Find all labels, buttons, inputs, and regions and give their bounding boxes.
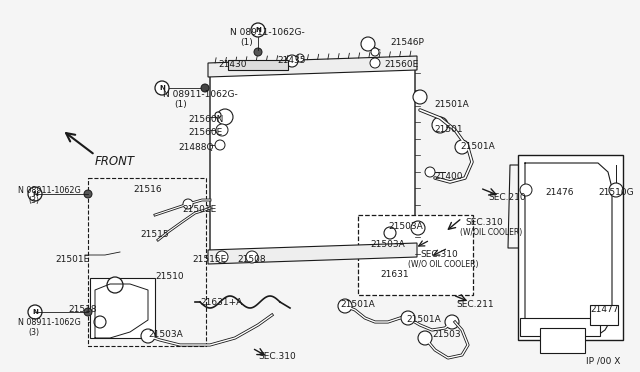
Text: 21516: 21516 [133, 185, 162, 194]
Circle shape [155, 81, 169, 95]
Circle shape [370, 58, 380, 68]
Text: N 08911-1062G: N 08911-1062G [18, 318, 81, 327]
Circle shape [94, 316, 106, 328]
Text: 21501E: 21501E [182, 205, 216, 214]
Text: 21631: 21631 [380, 270, 408, 279]
Text: IP /00 X: IP /00 X [586, 356, 620, 365]
Circle shape [28, 187, 42, 201]
Text: 21515E: 21515E [192, 255, 227, 264]
Text: (W/OIL COOLER): (W/OIL COOLER) [460, 228, 522, 237]
Text: (3): (3) [28, 328, 39, 337]
Bar [590, 305, 618, 325]
Circle shape [296, 54, 304, 62]
Text: 21501: 21501 [434, 125, 463, 134]
Circle shape [432, 117, 448, 133]
Circle shape [216, 251, 228, 263]
Circle shape [371, 48, 379, 56]
Circle shape [425, 167, 435, 177]
Bar [90, 278, 155, 338]
Circle shape [201, 84, 209, 92]
Text: N: N [32, 191, 38, 197]
Polygon shape [208, 56, 417, 77]
Circle shape [520, 184, 532, 196]
Text: 21515: 21515 [140, 230, 168, 239]
Text: SEC.211: SEC.211 [456, 300, 493, 309]
Circle shape [84, 308, 92, 316]
Text: 21488Q: 21488Q [178, 143, 214, 152]
Text: 21560E: 21560E [384, 60, 419, 69]
Circle shape [286, 55, 298, 67]
Text: (1): (1) [240, 38, 253, 47]
Bar [228, 60, 288, 70]
Text: SEC.310: SEC.310 [258, 352, 296, 361]
Bar [358, 215, 473, 295]
Circle shape [217, 109, 233, 125]
Text: N: N [255, 27, 261, 33]
Text: (W/O OIL COOLER): (W/O OIL COOLER) [408, 260, 479, 269]
Text: (3): (3) [28, 196, 39, 205]
Text: 21476: 21476 [545, 188, 573, 197]
Text: SEC.310: SEC.310 [465, 218, 503, 227]
Circle shape [413, 90, 427, 104]
Bar [518, 155, 623, 340]
Circle shape [251, 23, 265, 37]
Text: 21430: 21430 [218, 60, 246, 69]
Bar [88, 178, 206, 346]
Text: 21400: 21400 [434, 172, 463, 181]
Text: 21503A: 21503A [388, 222, 423, 231]
Circle shape [338, 299, 352, 313]
Text: 21503A: 21503A [148, 330, 183, 339]
Text: 21435: 21435 [277, 56, 305, 65]
Text: 21503: 21503 [432, 330, 461, 339]
Polygon shape [208, 243, 417, 264]
Text: 21546P: 21546P [390, 38, 424, 47]
Text: N 08911-1062G-: N 08911-1062G- [230, 28, 305, 37]
Text: 21501E: 21501E [55, 255, 89, 264]
Circle shape [107, 277, 123, 293]
Text: 21510G: 21510G [598, 188, 634, 197]
Text: 21501A: 21501A [434, 100, 468, 109]
Circle shape [215, 112, 221, 118]
Circle shape [215, 140, 225, 150]
Circle shape [183, 199, 193, 209]
Text: N 08911-1062G-: N 08911-1062G- [163, 90, 237, 99]
Text: N 08911-1062G: N 08911-1062G [18, 186, 81, 195]
Circle shape [28, 305, 42, 319]
Text: (1): (1) [174, 100, 187, 109]
Polygon shape [210, 58, 415, 262]
Text: 21503A: 21503A [370, 240, 404, 249]
Text: 21631+A: 21631+A [200, 298, 243, 307]
Circle shape [216, 124, 228, 136]
Text: 21560N: 21560N [188, 115, 223, 124]
Text: 21501A: 21501A [340, 300, 375, 309]
Bar [520, 318, 600, 336]
Text: SEC.210: SEC.210 [488, 193, 525, 202]
Text: 21477: 21477 [590, 305, 618, 314]
Circle shape [361, 37, 375, 51]
Text: 21508: 21508 [237, 255, 266, 264]
Text: N: N [159, 85, 165, 91]
Circle shape [401, 311, 415, 325]
Text: 21510: 21510 [155, 272, 184, 281]
Text: N: N [32, 309, 38, 315]
Text: 21501A: 21501A [406, 315, 441, 324]
Circle shape [384, 227, 396, 239]
Circle shape [141, 329, 155, 343]
Text: FRONT: FRONT [95, 155, 135, 168]
Text: 21501A: 21501A [460, 142, 495, 151]
Circle shape [609, 183, 623, 197]
Circle shape [254, 48, 262, 56]
Circle shape [445, 315, 459, 329]
Circle shape [411, 221, 425, 235]
Circle shape [418, 331, 432, 345]
Bar [540, 328, 585, 353]
Circle shape [455, 140, 469, 154]
Circle shape [246, 251, 258, 263]
Circle shape [84, 190, 92, 198]
Text: 21560E: 21560E [188, 128, 222, 137]
Text: 21518: 21518 [68, 305, 97, 314]
Text: SEC.310: SEC.310 [420, 250, 458, 259]
